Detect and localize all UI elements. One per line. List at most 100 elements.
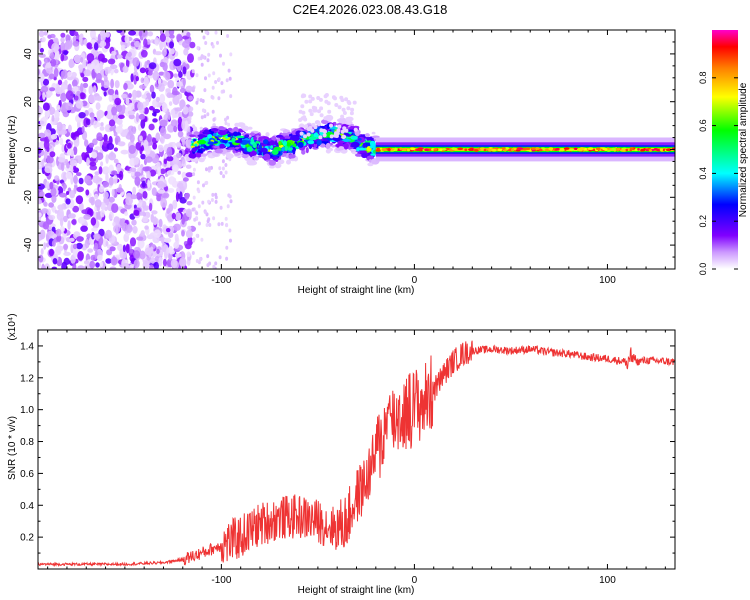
spectrogram-cell — [464, 148, 468, 152]
spectrogram-cell — [78, 202, 84, 212]
spectrogram-cell — [80, 56, 84, 63]
spectrogram-cell — [151, 91, 156, 99]
spectrogram-cell — [47, 34, 52, 39]
spectrogram-cell — [286, 159, 291, 165]
spectrogram-cell — [224, 170, 228, 175]
spectrogram-cell — [162, 62, 168, 71]
spectrogram-cell — [161, 49, 167, 57]
spectrogram-cell — [336, 123, 343, 126]
spectrogram-cell — [72, 243, 78, 250]
spectrogram-cell — [313, 106, 318, 111]
y-tick-label: 40 — [23, 48, 34, 60]
spectrogram-cell — [141, 180, 146, 188]
spectrogram-cell — [326, 122, 331, 130]
spectrogram-cell — [109, 126, 114, 132]
spectrogram-cell — [307, 140, 315, 145]
spectrogram-cell — [225, 256, 229, 261]
spectrogram-cell — [133, 156, 139, 165]
spectrogram-cell — [120, 44, 126, 52]
spectrogram-cell — [138, 211, 145, 216]
spectrogram-cell — [70, 244, 74, 254]
spectrogram-cell — [104, 75, 108, 83]
spectrogram-cell — [100, 161, 104, 167]
spectrogram-cell — [217, 77, 221, 82]
spectrogram-cell — [228, 147, 236, 150]
spectrogram-cell — [132, 57, 140, 67]
spectrogram-cell — [534, 147, 540, 150]
spectrogram-cell — [51, 226, 56, 232]
spectrogram-cell — [121, 104, 126, 114]
spectrogram-cell — [153, 261, 159, 269]
spectrogram-cell — [113, 158, 119, 164]
spectrogram-cell — [81, 125, 85, 134]
spectrogram-cell — [144, 225, 149, 230]
spectrogram-cell — [38, 212, 42, 218]
spectrogram-cell — [102, 166, 110, 175]
spectrogram-cell — [225, 78, 229, 83]
spectrogram-cell — [99, 40, 107, 48]
spectrogram-cell — [525, 147, 531, 150]
spectrogram-cell — [211, 44, 215, 49]
spectrogram-cell — [249, 132, 255, 137]
spectrogram-cell — [186, 32, 191, 37]
spectrogram-cell — [84, 239, 90, 249]
spectrogram-cell — [99, 125, 105, 131]
spectrogram-cell — [107, 110, 112, 116]
y-tick-label: 20 — [23, 96, 34, 108]
spectrogram-cell — [195, 152, 202, 158]
spectrogram-cell — [56, 104, 61, 110]
spectrogram-cell — [171, 109, 176, 119]
spectrogram-cell — [38, 132, 46, 139]
spectrogram-cell — [350, 135, 358, 140]
spectrogram-cell — [308, 94, 313, 99]
spectrogram-cell — [86, 53, 95, 63]
spectrogram-cell — [224, 163, 228, 167]
spectrogram-cell — [316, 122, 321, 127]
spectrogram-cell — [342, 111, 347, 115]
spectrogram-cell — [43, 31, 48, 36]
spectrogram-cell — [54, 175, 60, 181]
spectrogram-cell — [46, 67, 53, 74]
spectrogram-cell — [143, 38, 148, 48]
spectrogram-cell — [148, 202, 153, 212]
spectrogram-cell — [148, 62, 157, 70]
spectrogram-cell — [72, 262, 77, 269]
spectrogram-cell — [140, 49, 148, 58]
spectrogram-cell — [59, 217, 64, 227]
spectrogram-cell — [133, 259, 140, 269]
spectrogram-cell — [66, 191, 70, 195]
spectrogram-cell — [77, 216, 86, 224]
spectrogram-cell — [174, 253, 182, 258]
spectrogram-cell — [108, 119, 116, 127]
spectrogram-cell — [88, 94, 96, 104]
spectrogram-cell — [319, 143, 326, 148]
spectrogram-cell — [94, 146, 102, 151]
spectrogram-cell — [94, 193, 99, 200]
spectrogram-cell — [95, 262, 100, 268]
spectrogram-cell — [43, 139, 50, 150]
spectrogram-cell — [96, 211, 102, 220]
spectrogram-cell — [258, 154, 263, 158]
spectrogram-cell — [127, 51, 132, 58]
colorbar-tick-label: 0.0 — [698, 263, 708, 276]
spectrogram-cell — [207, 166, 211, 171]
spectrogram-cell — [195, 73, 199, 78]
spectrogram-cell — [200, 153, 208, 157]
spectrogram-cell — [229, 94, 233, 99]
spectrogram-cell — [115, 126, 123, 134]
spectrogram-cell — [69, 237, 75, 242]
spectrogram-cell — [221, 166, 225, 171]
spectrogram-cell — [51, 114, 55, 122]
spectrogram-cell — [191, 251, 195, 255]
spectrogram-cell — [357, 138, 362, 141]
spectrogram-cell — [181, 136, 186, 147]
snr-series-line — [38, 340, 675, 568]
spectrogram-cell — [341, 124, 349, 127]
spectrogram-cell — [68, 213, 76, 219]
spectrogram-cell — [173, 73, 178, 78]
spectrogram-cell — [205, 223, 209, 227]
spectrogram-cell — [132, 186, 137, 195]
spectrogram-cell — [125, 58, 130, 68]
spectrogram-cell — [196, 97, 200, 102]
spectrogram-cell — [65, 90, 74, 101]
